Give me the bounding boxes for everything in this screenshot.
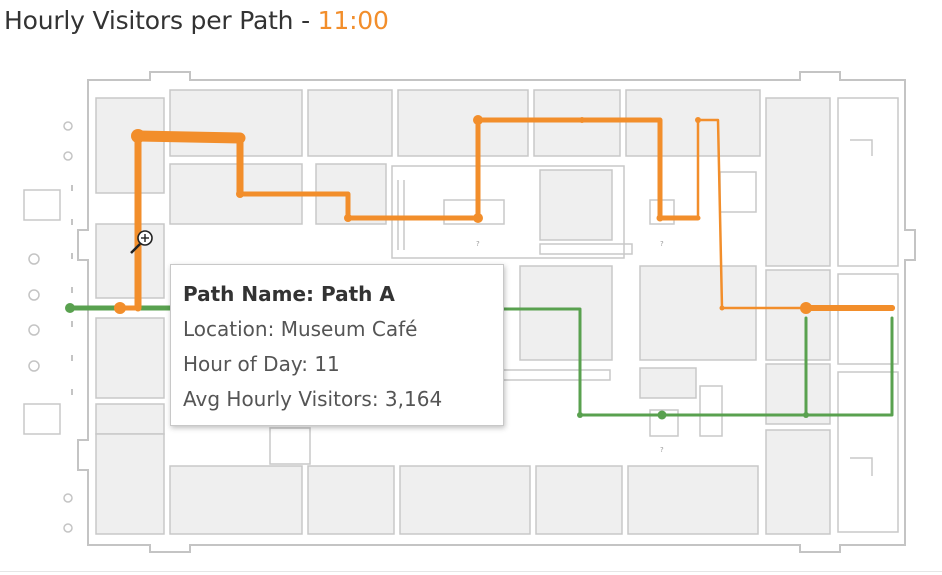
floor-plan-rooms xyxy=(95,89,831,535)
title-text: Hourly Visitors per Path xyxy=(4,6,294,35)
floor-plan-columns xyxy=(28,121,73,533)
divider xyxy=(0,571,942,572)
tooltip-location: Location: Museum Café xyxy=(183,317,418,341)
path-a[interactable] xyxy=(117,117,895,312)
svg-text:?: ? xyxy=(476,240,480,248)
svg-text:?: ? xyxy=(660,446,664,454)
tooltip-path-name: Path Name: Path A xyxy=(183,282,395,306)
path-b-points[interactable] xyxy=(65,303,809,420)
floor-plan xyxy=(71,71,916,553)
svg-text:?: ? xyxy=(660,240,664,248)
tooltip: Path Name: Path A Location: Museum Café … xyxy=(170,264,504,426)
title-separator: - xyxy=(293,6,318,35)
floor-plan-markers: ? ? ? xyxy=(476,240,664,454)
chart-title: Hourly Visitors per Path - 11:00 xyxy=(4,6,389,35)
tooltip-hour: Hour of Day: 11 xyxy=(183,352,340,376)
floor-plan-corridors xyxy=(23,97,899,533)
zoom-in-icon xyxy=(130,230,153,254)
title-hour: 11:00 xyxy=(317,6,389,35)
path-a-points[interactable] xyxy=(114,115,895,314)
tooltip-avg-visitors: Avg Hourly Visitors: 3,164 xyxy=(183,387,443,411)
